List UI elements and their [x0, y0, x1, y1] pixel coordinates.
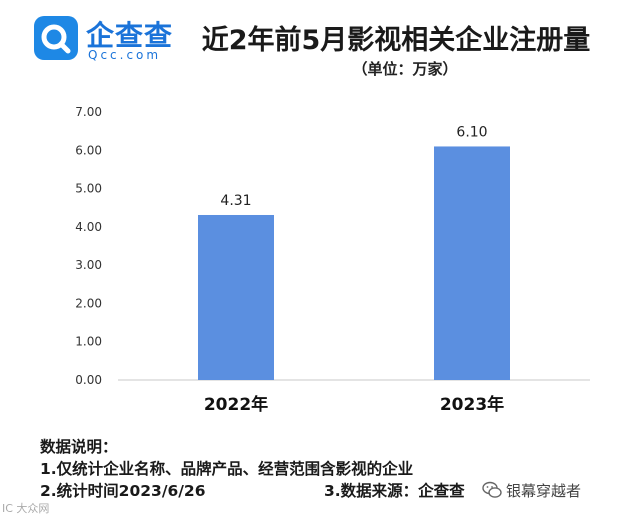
- bar: [198, 214, 274, 380]
- bar: [434, 146, 510, 380]
- qcc-logo: 企查查 Qcc.com: [34, 14, 204, 64]
- chart-subtitle: （单位：万家）: [352, 60, 458, 78]
- y-tick-label: 5.00: [75, 182, 102, 196]
- chart-title: 近2年前5月影视相关企业注册量: [201, 25, 591, 56]
- logo-text-en: Qcc.com: [88, 48, 162, 62]
- notes-heading: 数据说明：: [40, 438, 118, 456]
- wechat-icon: [482, 481, 502, 498]
- qcc-logo-icon: [34, 16, 78, 60]
- y-tick-label: 7.00: [75, 105, 102, 119]
- data-label: 4.31: [220, 193, 251, 209]
- data-label: 6.10: [456, 124, 487, 140]
- logo-text-cn: 企查查: [86, 19, 174, 52]
- notes-line-2: 2.统计时间2023/6/26 3.数据来源：企查查: [40, 480, 600, 502]
- y-tick-label: 2.00: [75, 296, 102, 310]
- y-tick-label: 6.00: [75, 143, 102, 157]
- notes-data-source: 3.数据来源：企查查: [324, 482, 465, 500]
- x-tick-label: 2023年: [440, 394, 504, 415]
- bar-chart: 0.00 1.00 2.00 3.00 4.00 5.00 6.00 7.00 4.31 2022…: [75, 105, 590, 415]
- y-tick-label: 3.00: [75, 258, 102, 272]
- y-tick-label: 4.00: [75, 220, 102, 234]
- notes-stat-time: 2.统计时间2023/6/26: [40, 482, 206, 500]
- notes-line-1: 1.仅统计企业名称、品牌产品、经营范围含影视的企业: [40, 460, 414, 478]
- watermark-text: 银幕穿越者: [506, 482, 582, 500]
- corner-watermark: IC 大众网: [2, 502, 50, 515]
- data-notes: 数据说明： 1.仅统计企业名称、品牌产品、经营范围含影视的企业 2.统计时间20…: [40, 436, 600, 502]
- y-tick-label: 0.00: [75, 373, 102, 387]
- x-tick-label: 2022年: [204, 394, 268, 415]
- y-tick-label: 1.00: [75, 335, 102, 349]
